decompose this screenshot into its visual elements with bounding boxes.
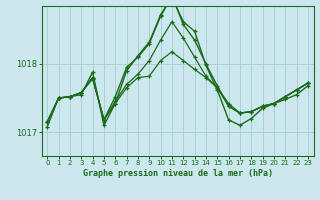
X-axis label: Graphe pression niveau de la mer (hPa): Graphe pression niveau de la mer (hPa) [83,169,273,178]
